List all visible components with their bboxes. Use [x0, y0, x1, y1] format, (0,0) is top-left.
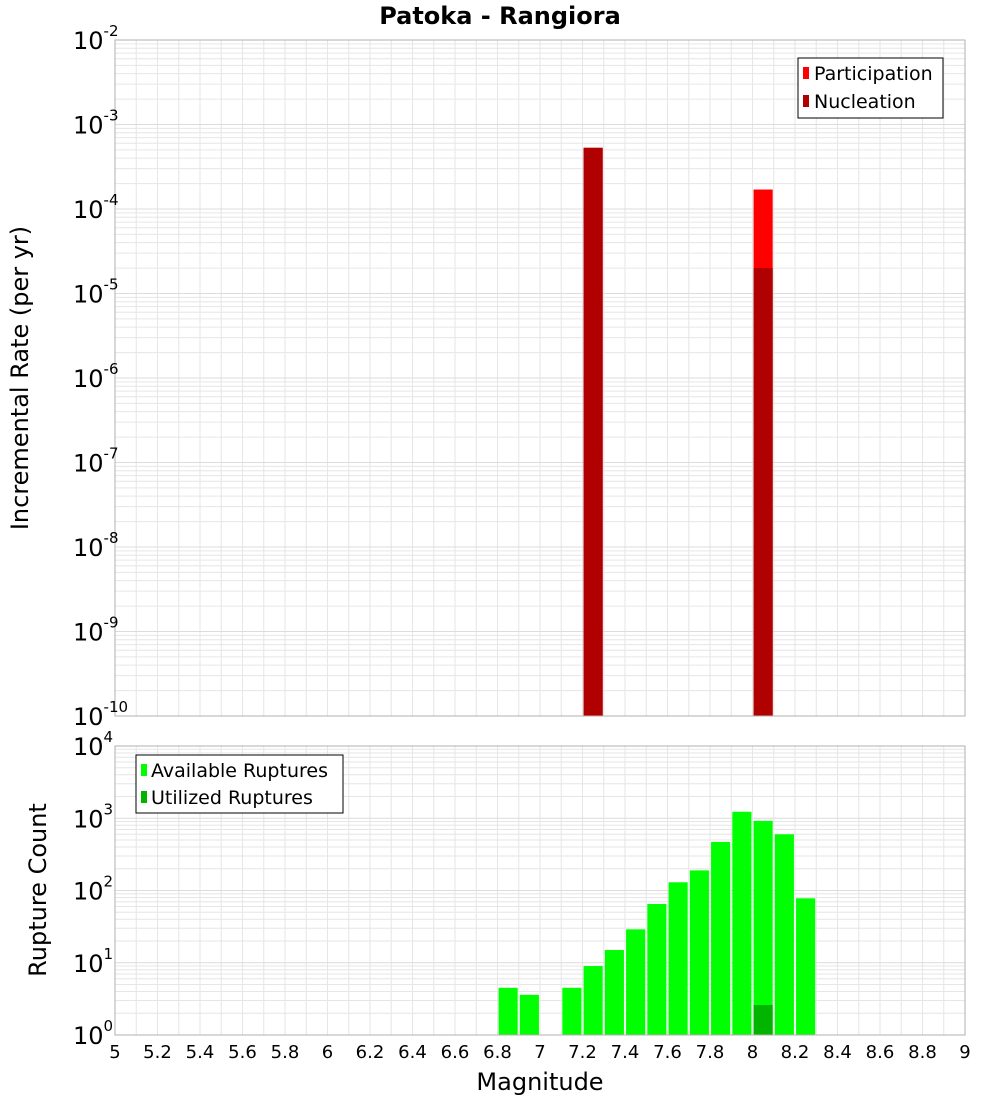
count-y-tick-label: 100: [73, 1017, 113, 1050]
x-tick-label: 7.4: [611, 1042, 640, 1063]
rate-grid: [114, 40, 966, 717]
x-tick-label: 6.8: [483, 1042, 512, 1063]
rate-y-tick-label: 10-5: [73, 276, 119, 309]
x-tick-label: 8.8: [908, 1042, 937, 1063]
available-ruptures-bar: [796, 898, 816, 1035]
x-tick-label: 5.4: [186, 1042, 215, 1063]
x-tick-label: 5.8: [271, 1042, 300, 1063]
available-ruptures-bar: [668, 882, 688, 1035]
rate-y-tick-label: 10-7: [73, 445, 119, 478]
nucleation-bar: [583, 147, 603, 716]
available-ruptures-bar: [753, 820, 773, 1035]
chart-title: Patoka - Rangiora: [379, 2, 621, 30]
rate-y-tick-label: 10-8: [73, 529, 119, 562]
rate-bars: [583, 147, 773, 716]
x-tick-label: 8.6: [866, 1042, 895, 1063]
x-tick-label: 7: [534, 1042, 545, 1063]
available-ruptures-bar: [732, 811, 752, 1035]
x-tick-label: 9: [959, 1042, 970, 1063]
rate-legend-box: [797, 57, 944, 119]
available-ruptures-bar: [519, 994, 539, 1035]
count-panel: 100 101 102 103 104 Rupture Count 5 5.2 5.4 5.6…: [24, 728, 971, 1096]
utilized-swatch: [141, 791, 147, 803]
available-swatch: [141, 764, 147, 776]
x-tick-label: 5.6: [228, 1042, 257, 1063]
count-y-axis-label: Rupture Count: [24, 803, 52, 977]
rate-y-tick-label: 10-10: [73, 698, 128, 731]
available-ruptures-bar: [583, 966, 603, 1035]
available-legend-label: Available Ruptures: [151, 760, 328, 782]
count-y-tick-label: 104: [73, 728, 113, 761]
available-ruptures-bar: [498, 987, 518, 1035]
nucleation-legend-label: Nucleation: [814, 91, 916, 113]
available-ruptures-bar: [689, 870, 709, 1035]
x-ticks: 5 5.2 5.4 5.6 5.8 6 6.2 6.4 6.6 6.8 7 7.2 7.4 7.6 7.8 8…: [109, 1042, 970, 1063]
utilized-legend-label: Utilized Ruptures: [151, 787, 313, 809]
count-y-tick-label: 103: [73, 800, 113, 833]
x-tick-label: 8.2: [781, 1042, 810, 1063]
x-tick-label: 6.6: [441, 1042, 470, 1063]
rate-y-tick-label: 10-4: [73, 191, 119, 224]
participation-legend-label: Participation: [814, 63, 933, 85]
participation-swatch: [803, 67, 809, 79]
available-ruptures-bar: [562, 987, 582, 1035]
rate-legend: Participation Nucleation: [797, 57, 944, 119]
count-y-tick-label: 101: [73, 945, 113, 978]
x-tick-label: 6.2: [356, 1042, 385, 1063]
x-tick-label: 6: [322, 1042, 333, 1063]
rate-panel: 10-10 10-9 10-8 10-7 10-6 10-5 10-4 10-3 10-2 In…: [6, 22, 966, 731]
rate-y-ticks: 10-10 10-9 10-8 10-7 10-6 10-5 10-4 10-3 10-2: [73, 22, 128, 731]
rate-y-tick-label: 10-2: [73, 22, 119, 55]
x-tick-label: 7.8: [696, 1042, 725, 1063]
x-tick-label: 6.4: [398, 1042, 427, 1063]
nucleation-bar: [753, 268, 773, 716]
available-ruptures-bar: [647, 904, 667, 1035]
x-tick-label: 8: [747, 1042, 758, 1063]
available-ruptures-bar: [774, 834, 794, 1035]
x-tick-label: 5.2: [143, 1042, 172, 1063]
utilized-ruptures-bar: [753, 1005, 773, 1035]
rate-y-tick-label: 10-3: [73, 107, 119, 140]
count-bars: [498, 811, 816, 1035]
rate-y-axis-label: Incremental Rate (per yr): [6, 226, 34, 530]
x-tick-label: 7.6: [653, 1042, 682, 1063]
available-ruptures-bar: [711, 841, 731, 1035]
count-legend: Available Ruptures Utilized Ruptures: [135, 754, 344, 814]
x-tick-label: 5: [109, 1042, 120, 1063]
count-legend-box: [135, 754, 344, 814]
x-tick-label: 7.2: [568, 1042, 597, 1063]
count-y-tick-label: 102: [73, 873, 113, 906]
rate-plot-frame: [114, 39, 966, 717]
available-ruptures-bar: [604, 950, 624, 1035]
nucleation-swatch: [803, 95, 809, 107]
count-plot-frame: [114, 745, 966, 1036]
available-ruptures-bar: [626, 929, 646, 1035]
x-axis-label: Magnitude: [476, 1068, 603, 1096]
x-tick-label: 8.4: [823, 1042, 852, 1063]
rate-y-tick-label: 10-6: [73, 360, 119, 393]
rate-y-tick-label: 10-9: [73, 614, 119, 647]
count-y-ticks: 100 101 102 103 104: [73, 728, 113, 1050]
